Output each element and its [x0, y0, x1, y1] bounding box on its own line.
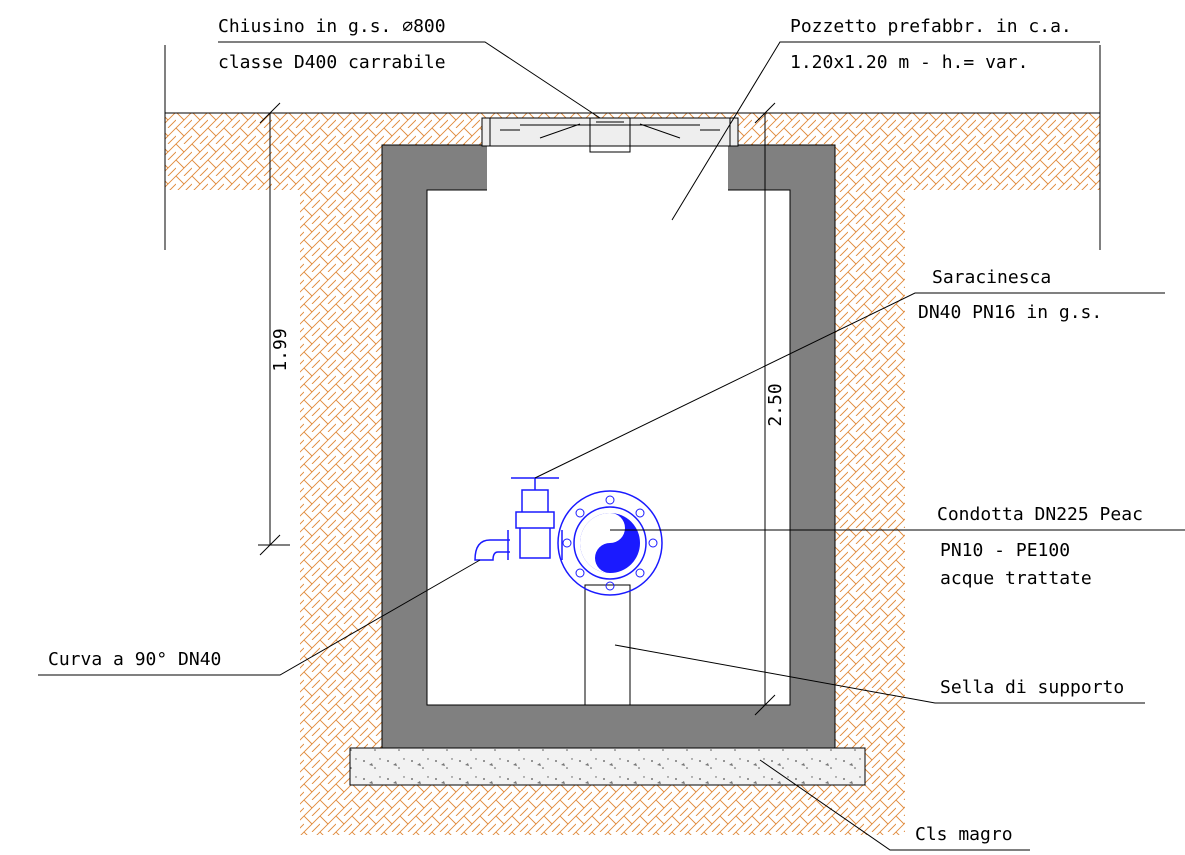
label: Saracinesca [932, 267, 1051, 288]
label: Sella di supporto [940, 677, 1124, 698]
label: acque trattate [940, 568, 1092, 589]
label: classe D400 carrabile [218, 52, 446, 73]
label: Condotta DN225 Peac [937, 504, 1143, 525]
drawing: 1.99 2.50 Chiusino in g.s. ∅800 classe D… [0, 0, 1185, 855]
label: Curva a 90° DN40 [48, 649, 221, 670]
dim-label: 2.50 [765, 383, 786, 426]
label: Cls magro [915, 824, 1013, 845]
label: DN40 PN16 in g.s. [918, 302, 1102, 323]
label: 1.20x1.20 m - h.= var. [790, 52, 1028, 73]
label: Chiusino in g.s. ∅800 [218, 16, 446, 37]
label: PN10 - PE100 [940, 540, 1070, 561]
dim-label: 1.99 [270, 328, 291, 371]
label: Pozzetto prefabbr. in c.a. [790, 16, 1072, 37]
well [350, 145, 865, 785]
